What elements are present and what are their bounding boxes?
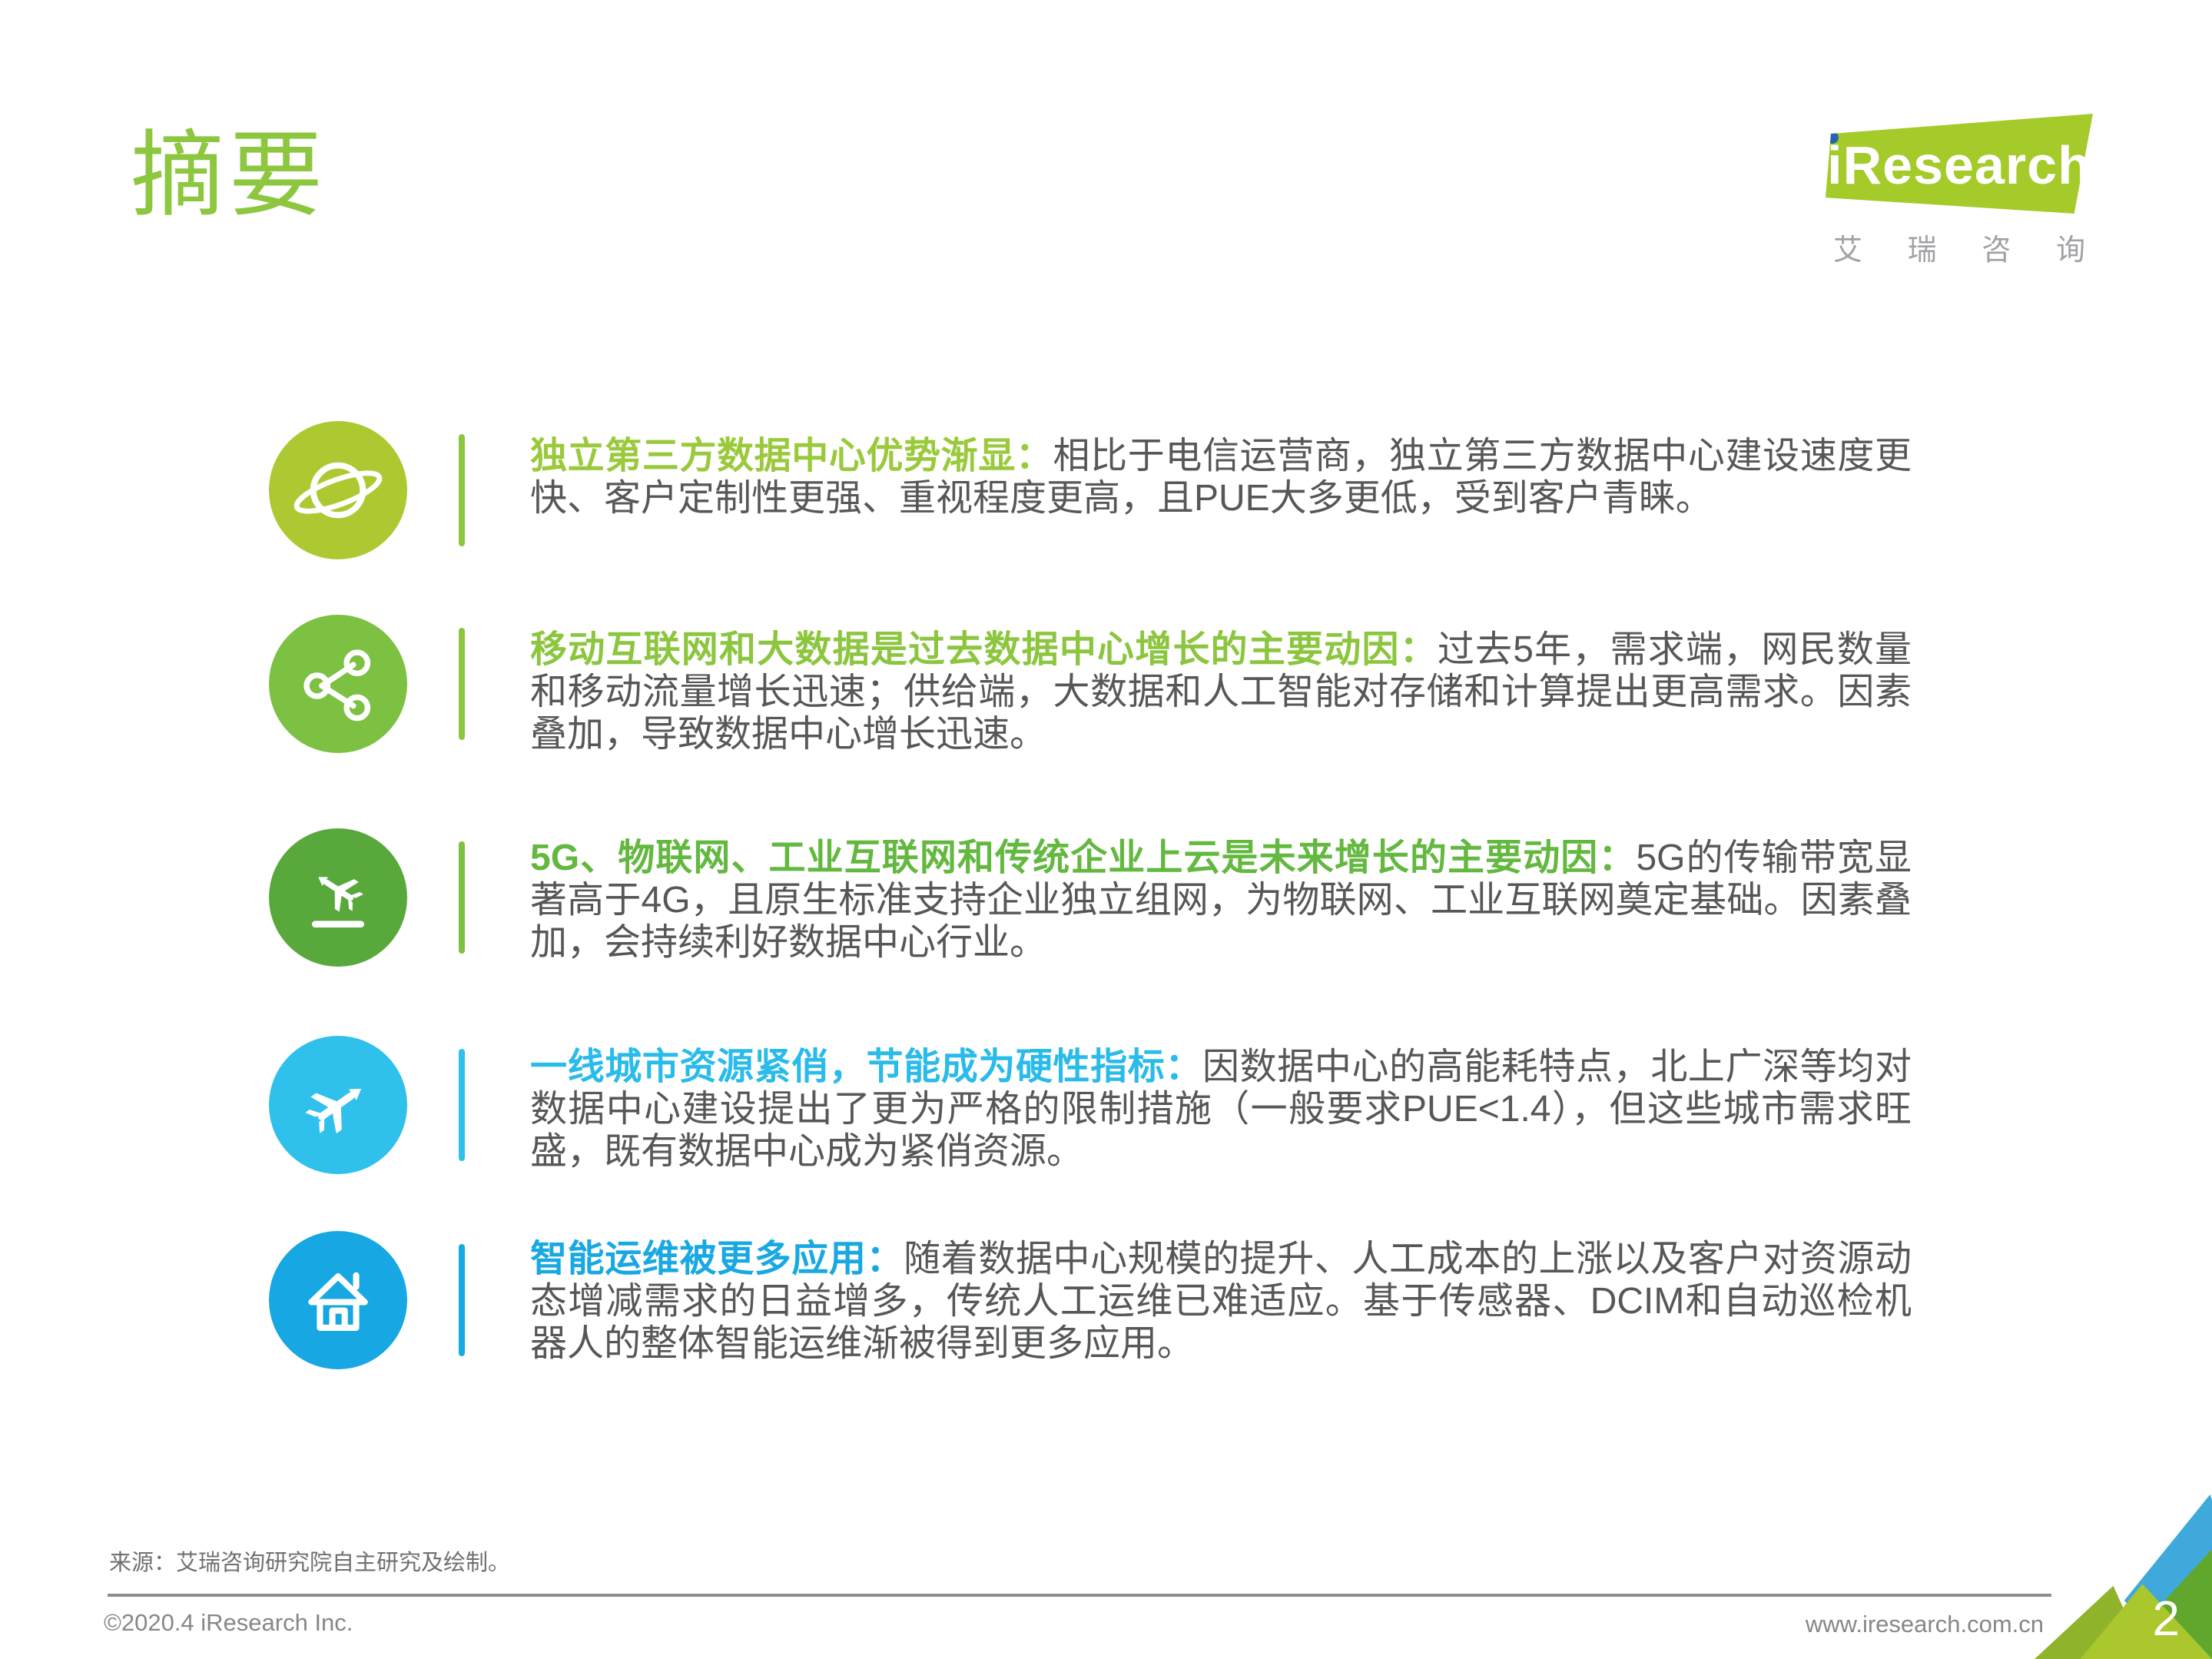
accent-bar	[459, 434, 465, 546]
plane-icon	[269, 1036, 407, 1174]
share-icon	[269, 615, 407, 753]
accent-bar	[459, 1049, 465, 1161]
logo-subtitle: 艾 瑞 咨 询	[1826, 226, 2093, 268]
footer-website: www.iresearch.com.cn	[1805, 1611, 2044, 1637]
logo-banner: iResearch	[1826, 114, 2093, 214]
accent-bar	[459, 628, 465, 740]
logo-subtitle-char: 艾	[1833, 234, 1863, 267]
bullet-text: 一线城市资源紧俏，节能成为硬性指标：因数据中心的高能耗特点，北上广深等均对数据中…	[530, 1046, 1912, 1173]
footer-copyright: ©2020.4 iResearch Inc.	[104, 1609, 353, 1636]
accent-bar	[459, 841, 465, 954]
bullet-heading: 一线城市资源紧俏，节能成为硬性指标：	[530, 1047, 1202, 1087]
corner-decoration: 2	[2029, 1476, 2212, 1659]
iresearch-logo: iResearch 艾 瑞 咨 询	[1826, 114, 2093, 268]
bullet-text: 独立第三方数据中心优势渐显：相比于电信运营商，独立第三方数据中心建设速度更快、客…	[530, 435, 1912, 519]
bullet-body: 5G的传输带宽显著高于4G，且原生标准支持企业独立组网，为物联网、工业互联网奠定…	[530, 838, 1912, 963]
bullet-text: 5G、物联网、工业互联网和传统企业上云是未来增长的主要动因：5G的传输带宽显著高…	[530, 837, 1912, 964]
bullet-heading: 移动互联网和大数据是过去数据中心增长的主要动因：	[530, 629, 1438, 670]
source-note: 来源：艾瑞咨询研究院自主研究及绘制。	[109, 1551, 511, 1575]
logo-subtitle-char: 询	[2055, 234, 2085, 267]
logo-wordmark: iResearch	[1826, 131, 2091, 196]
bullet-body: 相比于电信运营商，独立第三方数据中心建设速度更快、客户定制性更强、重视程度更高，…	[530, 436, 1912, 519]
bullet-body: 因数据中心的高能耗特点，北上广深等均对数据中心建设提出了更为严格的限制措施（一般…	[530, 1047, 1912, 1172]
bullet-heading: 智能运维被更多应用：	[530, 1239, 904, 1279]
bullet-text: 智能运维被更多应用：随着数据中心规模的提升、人工成本的上涨以及客户对资源动态增减…	[530, 1238, 1912, 1365]
plane-landing-icon	[269, 828, 407, 967]
bullet-text: 移动互联网和大数据是过去数据中心增长的主要动因：过去5年，需求端，网民数量和移动…	[530, 629, 1912, 755]
bullet-body: 随着数据中心规模的提升、人工成本的上涨以及客户对资源动态增减需求的日益增多，传统…	[530, 1239, 1912, 1364]
page-number: 2	[2152, 1591, 2180, 1646]
logo-subtitle-char: 瑞	[1907, 234, 1937, 267]
planet-icon	[269, 421, 407, 559]
footer-divider	[108, 1594, 2051, 1597]
home-icon	[269, 1231, 407, 1369]
bullet-heading: 5G、物联网、工业互联网和传统企业上云是未来增长的主要动因：	[530, 838, 1637, 878]
bullet-heading: 独立第三方数据中心优势渐显：	[530, 436, 1053, 476]
accent-bar	[459, 1244, 465, 1356]
logo-subtitle-char: 咨	[1982, 234, 2011, 267]
bullet-body: 过去5年，需求端，网民数量和移动流量增长迅速；供给端，大数据和人工智能对存储和计…	[530, 629, 1912, 755]
logo-i-dot	[1826, 131, 1839, 144]
page-title: 摘要	[131, 123, 327, 227]
